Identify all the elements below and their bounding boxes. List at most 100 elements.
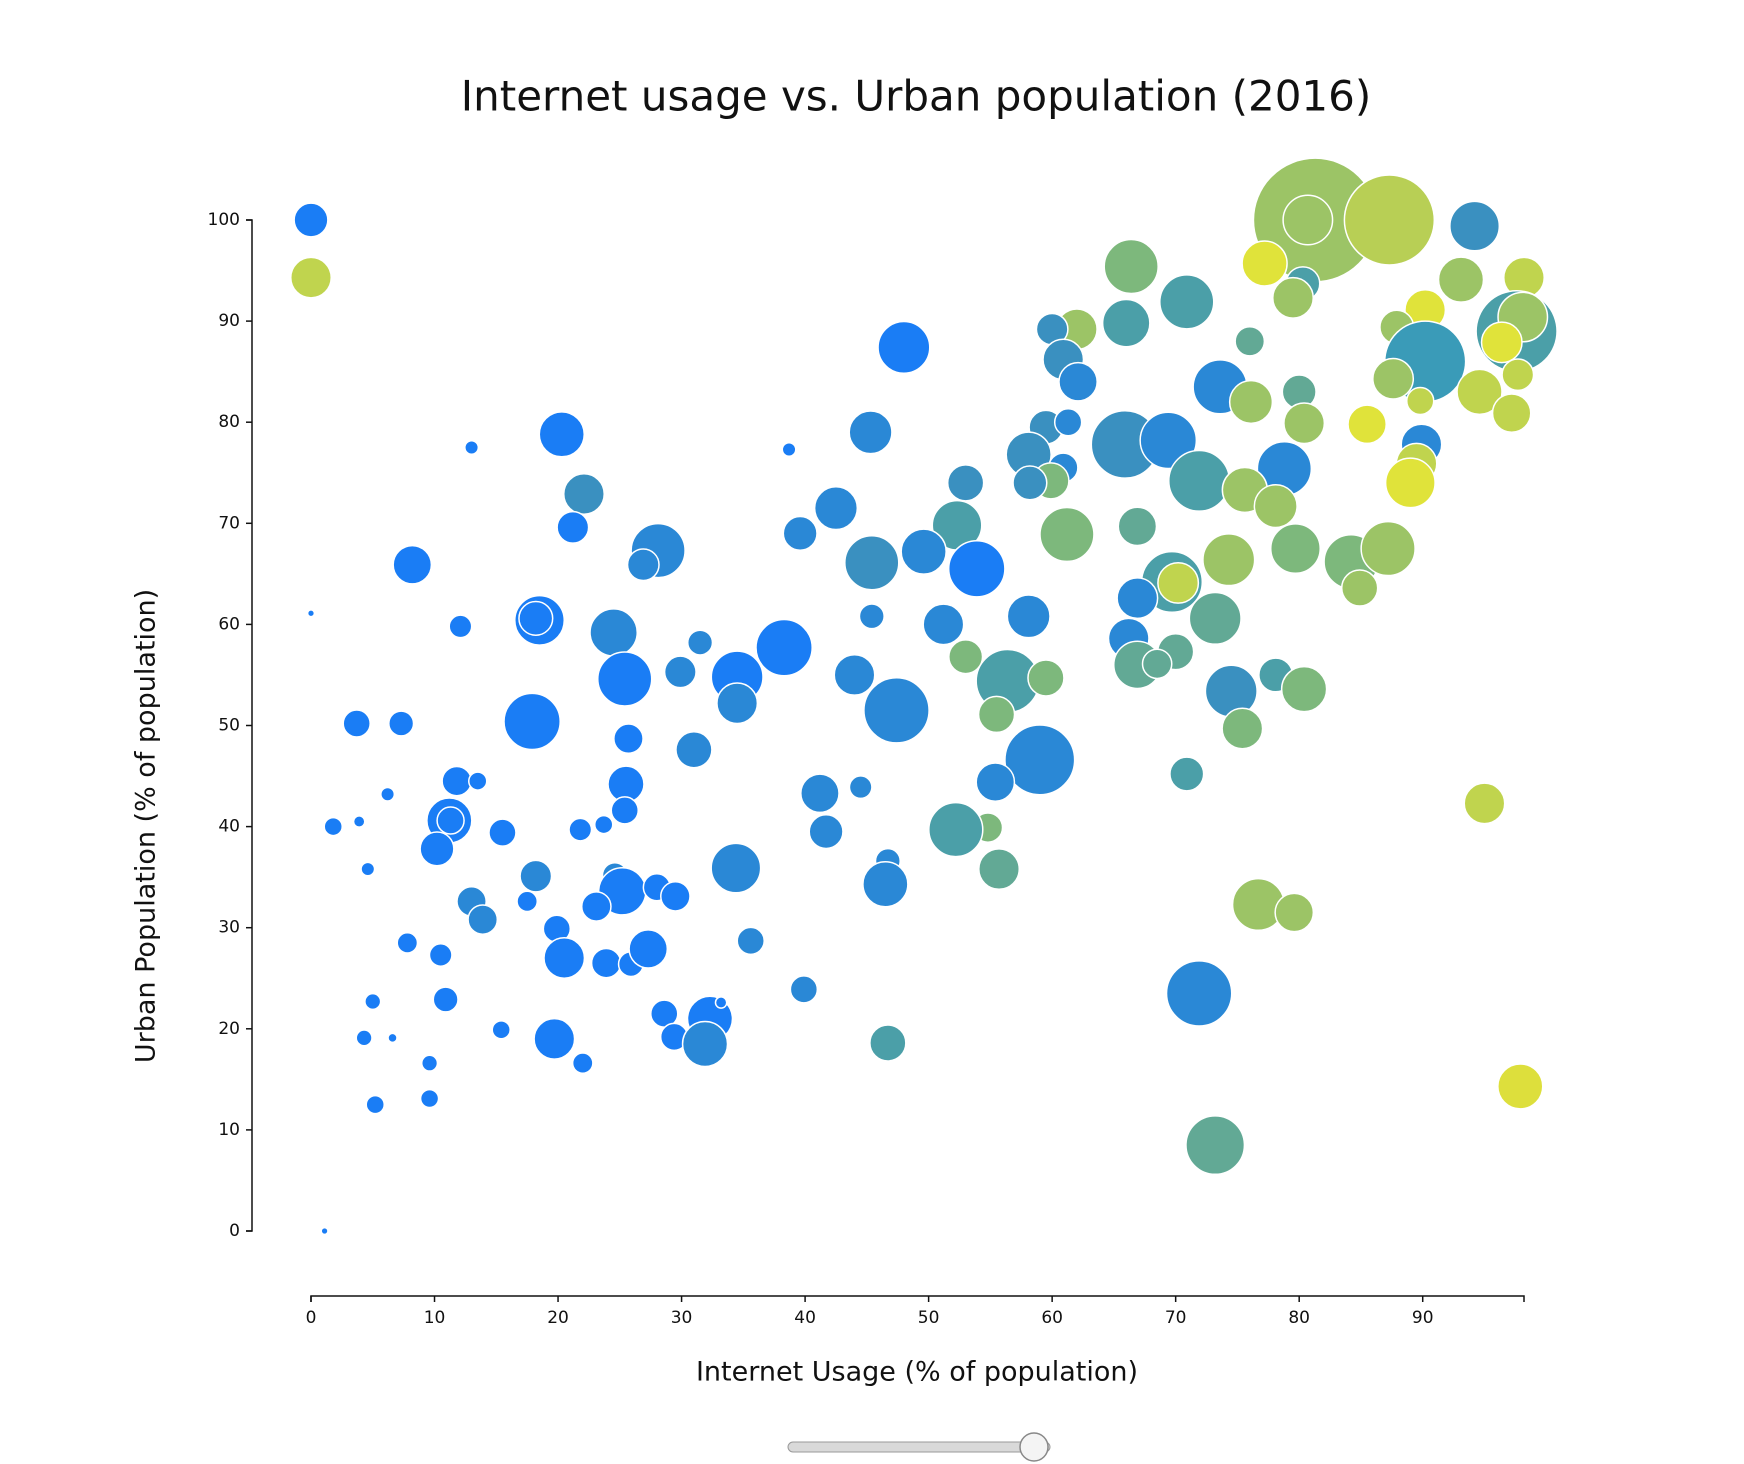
bubble <box>781 442 797 457</box>
bubble <box>714 996 728 1009</box>
bubble <box>1280 665 1328 713</box>
y-tick-label: 10 <box>218 1120 240 1140</box>
bubble <box>789 975 819 1004</box>
bubble <box>533 1017 576 1060</box>
bubble <box>946 464 985 502</box>
bubble <box>1272 276 1314 319</box>
slider[interactable] <box>787 1432 1051 1462</box>
x-tick-label: 50 <box>918 1308 940 1328</box>
x-tick-label: 0 <box>306 1308 317 1328</box>
bubble <box>306 609 316 618</box>
bubble <box>1202 533 1256 587</box>
bubble <box>948 639 984 675</box>
bubble <box>1185 1115 1246 1176</box>
bubble <box>1384 457 1436 509</box>
bubble <box>396 931 419 954</box>
bubble <box>716 682 759 725</box>
x-tick-label: 10 <box>424 1308 446 1328</box>
bubble <box>808 814 844 850</box>
x-tick-label: 80 <box>1288 1308 1310 1328</box>
y-axis-label: Urban Population (% of population) <box>131 589 162 1063</box>
bubble <box>928 801 984 858</box>
bubble <box>922 603 965 646</box>
bubble <box>352 815 366 828</box>
bubble <box>448 614 473 639</box>
bubble <box>1274 892 1315 933</box>
bubble <box>848 410 893 455</box>
bubble <box>491 1020 511 1040</box>
bubble <box>1241 240 1288 287</box>
bubbles <box>290 157 1558 1236</box>
bubble <box>1039 506 1095 563</box>
bubble <box>1270 523 1321 575</box>
bubble <box>597 651 653 707</box>
bubble <box>419 831 455 867</box>
bubble <box>1437 256 1485 303</box>
bubble <box>518 600 554 636</box>
bubble <box>464 439 480 455</box>
bubble <box>594 814 614 835</box>
bubble <box>628 929 669 969</box>
y-tick-label: 40 <box>218 817 240 837</box>
bubble <box>428 943 453 967</box>
bubble <box>387 1032 398 1044</box>
y-tick-label: 70 <box>218 513 240 533</box>
bubble <box>580 891 612 922</box>
bubble <box>1012 465 1048 501</box>
bubble <box>1253 484 1298 529</box>
bubble <box>1141 648 1173 680</box>
bubble <box>686 629 714 656</box>
bubble <box>556 510 590 544</box>
bubble <box>1188 591 1242 645</box>
bubble <box>626 548 660 582</box>
bubble <box>571 1052 594 1075</box>
bubble <box>975 762 1016 802</box>
bubble <box>590 947 622 979</box>
bubble <box>675 731 713 769</box>
bubble <box>736 926 765 956</box>
bubble <box>1117 506 1158 547</box>
bubble <box>1004 724 1076 796</box>
bubble <box>862 860 909 908</box>
bubble <box>365 1094 385 1115</box>
x-tick-label: 40 <box>794 1308 816 1328</box>
x-axis-label: Internet Usage (% of population) <box>696 1357 1138 1388</box>
bubble <box>1221 707 1264 750</box>
bubble <box>538 411 585 458</box>
bubble <box>833 653 876 696</box>
bubble <box>1169 756 1205 792</box>
bubble <box>1463 782 1506 825</box>
bubble <box>563 472 605 515</box>
bubble <box>1347 404 1387 445</box>
bubble <box>1168 449 1231 512</box>
bubble <box>1501 358 1535 392</box>
bubble <box>1497 1063 1544 1110</box>
bubble <box>419 1088 440 1109</box>
bubble <box>681 1020 729 1068</box>
bubble <box>848 775 873 800</box>
bubble <box>1027 659 1065 697</box>
bubble <box>1372 357 1415 400</box>
bubble <box>342 709 371 738</box>
bubble <box>589 608 638 657</box>
bubble <box>1360 520 1416 577</box>
bubble <box>1449 200 1501 252</box>
bubble <box>813 486 859 531</box>
bubble <box>380 786 396 802</box>
bubble <box>858 603 885 630</box>
bubble <box>488 818 517 847</box>
bubble <box>800 773 840 814</box>
bubble <box>392 544 433 585</box>
bubble <box>1343 174 1436 266</box>
bubble <box>660 880 691 912</box>
x-tick-label: 30 <box>671 1308 693 1328</box>
bubble <box>1053 407 1083 437</box>
slider-thumb[interactable] <box>1019 1432 1049 1462</box>
bubble <box>1282 194 1334 246</box>
bubble <box>610 796 639 825</box>
bubble <box>1165 960 1233 1027</box>
bubble <box>869 1024 907 1062</box>
y-tick-label: 20 <box>218 1019 240 1039</box>
bubble <box>755 618 813 677</box>
